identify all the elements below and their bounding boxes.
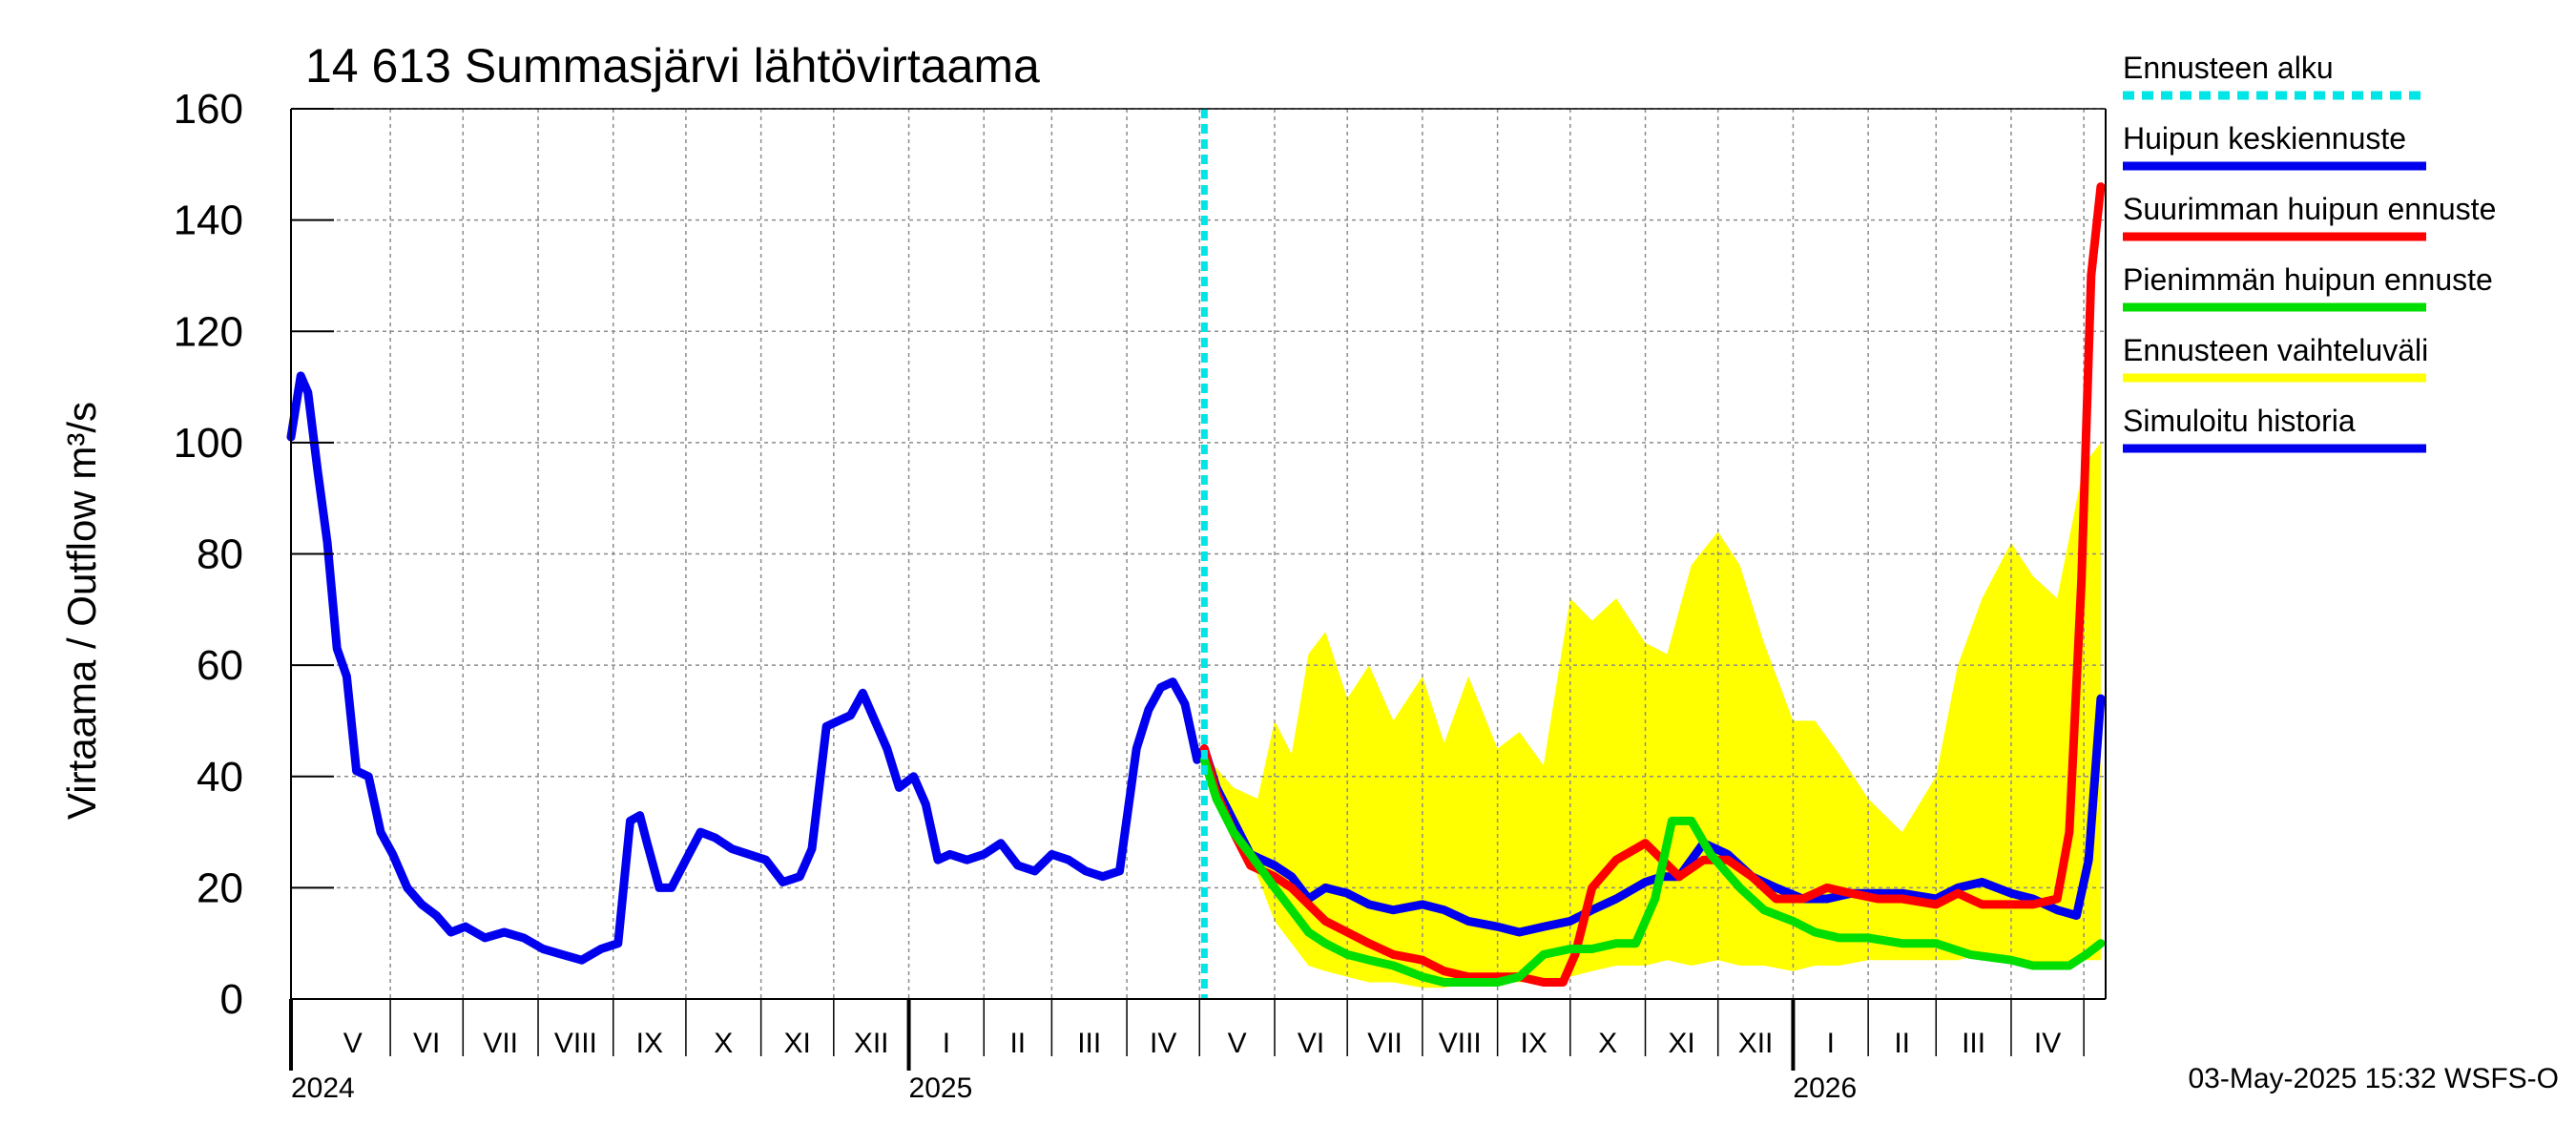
axes-layer (289, 108, 2107, 1071)
y-tick-label-0: 0 (220, 976, 243, 1023)
month-label-17: X (1598, 1028, 1617, 1059)
chart-title: 14 613 Summasjärvi lähtövirtaama (305, 39, 1040, 93)
month-label-14: VII (1367, 1028, 1402, 1059)
y-tick-label-160: 160 (174, 86, 243, 133)
month-label-4: IX (636, 1028, 663, 1059)
y-axis-label: Virtaama / Outflow m³/s (59, 402, 104, 820)
legend-label-2: Suurimman huipun ennuste (2123, 192, 2496, 226)
legend-label-1: Huipun keskiennuste (2123, 121, 2406, 156)
footer-timestamp: 03-May-2025 15:32 WSFS-O (2189, 1063, 2560, 1094)
y-tick-labels: 0 20 40 60 80 100 120 140 160 (174, 86, 243, 1023)
y-tick-label-60: 60 (197, 642, 243, 689)
series-layer (286, 109, 2106, 999)
month-label-10: III (1077, 1028, 1101, 1059)
legend-label-5: Simuloitu historia (2123, 404, 2356, 438)
month-label-2: VII (483, 1028, 518, 1059)
month-label-6: XI (784, 1028, 811, 1059)
y-tick-label-40: 40 (197, 754, 243, 801)
month-label-15: VIII (1439, 1028, 1482, 1059)
y-tick-label-140: 140 (174, 198, 243, 244)
month-label-1: VI (413, 1028, 440, 1059)
y-tick-label-20: 20 (197, 864, 243, 911)
month-label-20: I (1827, 1028, 1835, 1059)
month-label-18: XI (1668, 1028, 1694, 1059)
legend: Ennusteen alku Huipun keskiennuste Suurimm… (2123, 51, 2496, 453)
series-line-0 (286, 371, 1209, 965)
x-month-labels: V VI VII VIII IX X XI XII I II III IV V VI VII VIII IX X X… (343, 1028, 2061, 1059)
y-tick-label-120: 120 (174, 308, 243, 355)
legend-label-0: Ennusteen alku (2123, 51, 2334, 85)
month-label-9: II (1009, 1028, 1026, 1059)
month-label-16: IX (1521, 1028, 1548, 1059)
x-year-labels: 2024 2025 2026 (291, 1072, 1857, 1104)
y-tick-label-100: 100 (174, 420, 243, 467)
legend-label-3: Pienimmän huipun ennuste (2123, 262, 2493, 297)
series-line-1 (1199, 694, 2106, 937)
year-label-0: 2024 (291, 1072, 355, 1104)
month-label-11: IV (1150, 1028, 1176, 1059)
month-label-21: II (1894, 1028, 1910, 1059)
month-label-13: VI (1298, 1028, 1324, 1059)
month-label-7: XII (854, 1028, 889, 1059)
y-tick-label-80: 80 (197, 531, 243, 578)
month-label-12: V (1228, 1028, 1247, 1059)
year-label-2: 2026 (1793, 1072, 1857, 1104)
month-label-0: V (343, 1028, 363, 1059)
year-label-1: 2025 (909, 1072, 973, 1104)
month-label-23: IV (2034, 1028, 2061, 1059)
series-line-3 (1199, 755, 2106, 987)
month-label-8: I (943, 1028, 950, 1059)
month-label-19: XII (1738, 1028, 1774, 1059)
forecast-band-layer (1204, 442, 2101, 989)
series-line-2 (1199, 182, 2106, 987)
month-label-22: III (1962, 1028, 1985, 1059)
month-label-5: X (714, 1028, 733, 1059)
legend-label-4: Ennusteen vaihteluväli (2123, 333, 2428, 367)
series-band-0 (1204, 442, 2101, 989)
month-label-3: VIII (554, 1028, 597, 1059)
